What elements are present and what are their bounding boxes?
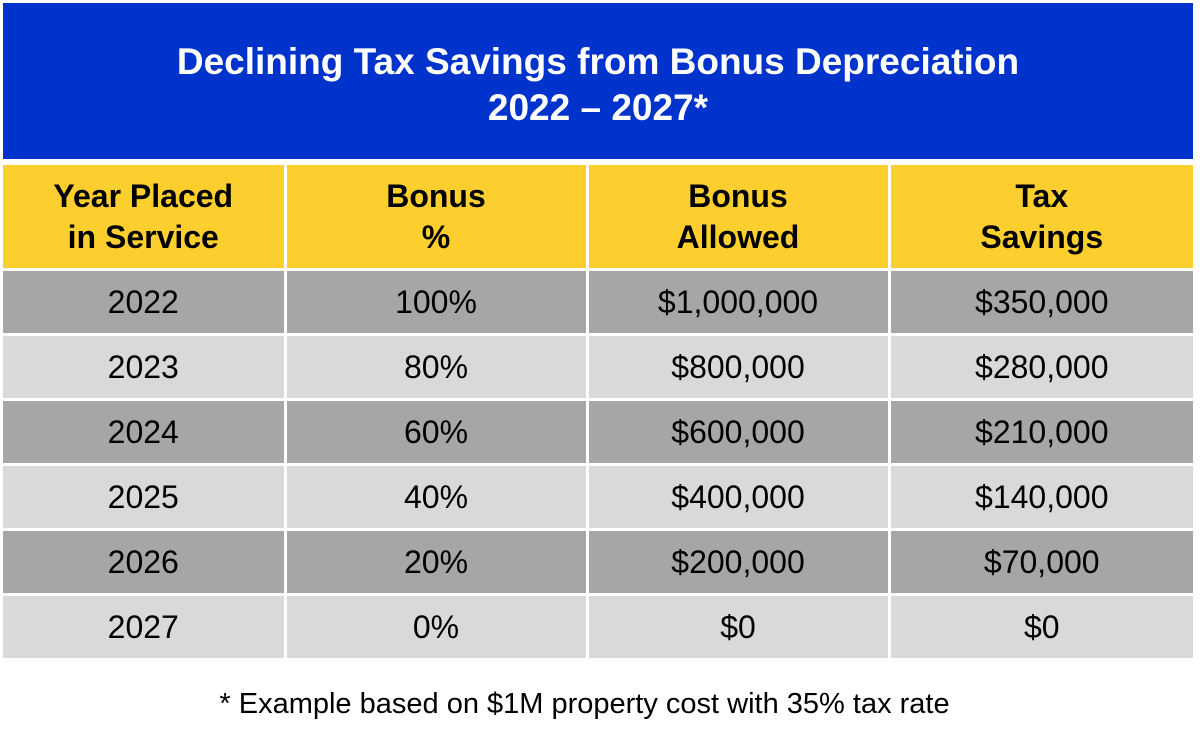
cell-year: 2025 — [3, 464, 287, 531]
cell-tax-savings: $210,000 — [889, 399, 1193, 466]
footnote: * Example based on $1M property cost wit… — [219, 688, 950, 720]
cell-year: 2022 — [3, 269, 287, 336]
title-line-1: Declining Tax Savings from Bonus Depreci… — [176, 41, 1020, 82]
cell-year: 2024 — [3, 399, 287, 466]
header-tax-savings: Tax Savings — [889, 165, 1193, 271]
cell-bonus-percent: 0% — [285, 594, 589, 661]
header-bonus-percent-line-2: % — [421, 218, 451, 255]
cell-bonus-allowed: $200,000 — [587, 529, 891, 596]
cell-bonus-allowed: $1,000,000 — [587, 269, 891, 336]
cell-bonus-percent: 60% — [285, 399, 589, 466]
table-row: 2026 20% $200,000 $70,000 — [3, 529, 1193, 596]
cell-bonus-allowed: $400,000 — [587, 464, 891, 531]
header-bonus-allowed-line-1: Bonus — [688, 177, 788, 214]
header-bonus-allowed: Bonus Allowed — [587, 165, 891, 271]
cell-bonus-percent: 100% — [285, 269, 589, 336]
table-row: 2023 80% $800,000 $280,000 — [3, 334, 1193, 401]
cell-bonus-percent: 80% — [285, 334, 589, 401]
cell-bonus-percent: 20% — [285, 529, 589, 596]
table-row: 2025 40% $400,000 $140,000 — [3, 464, 1193, 531]
cell-bonus-allowed: $600,000 — [587, 399, 891, 466]
header-tax-savings-line-1: Tax — [1015, 177, 1069, 214]
cell-tax-savings: $350,000 — [889, 269, 1193, 336]
title-banner: Declining Tax Savings from Bonus Depreci… — [3, 3, 1193, 159]
header-year-placed: Year Placed in Service — [3, 165, 287, 271]
header-bonus-percent: Bonus % — [285, 165, 589, 271]
table-row: 2024 60% $600,000 $210,000 — [3, 399, 1193, 466]
header-bonus-allowed-line-2: Allowed — [676, 218, 800, 255]
cell-tax-savings: $140,000 — [889, 464, 1193, 531]
header-bonus-percent-line-1: Bonus — [386, 177, 486, 214]
cell-tax-savings: $70,000 — [889, 529, 1193, 596]
cell-year: 2027 — [3, 594, 287, 661]
bonus-depreciation-table: Year Placed in Service Bonus % Bonus All… — [3, 165, 1193, 661]
title-line-2: 2022 – 2027* — [487, 87, 709, 128]
cell-bonus-allowed: $0 — [587, 594, 891, 661]
cell-bonus-percent: 40% — [285, 464, 589, 531]
header-year-placed-line-1: Year Placed — [53, 177, 234, 214]
cell-tax-savings: $0 — [889, 594, 1193, 661]
cell-year: 2026 — [3, 529, 287, 596]
header-year-placed-line-2: in Service — [67, 218, 219, 255]
cell-year: 2023 — [3, 334, 287, 401]
header-tax-savings-line-2: Savings — [980, 218, 1104, 255]
cell-tax-savings: $280,000 — [889, 334, 1193, 401]
cell-bonus-allowed: $800,000 — [587, 334, 891, 401]
table-row: 2022 100% $1,000,000 $350,000 — [3, 269, 1193, 336]
table-header-row: Year Placed in Service Bonus % Bonus All… — [3, 165, 1193, 271]
table-row: 2027 0% $0 $0 — [3, 594, 1193, 661]
